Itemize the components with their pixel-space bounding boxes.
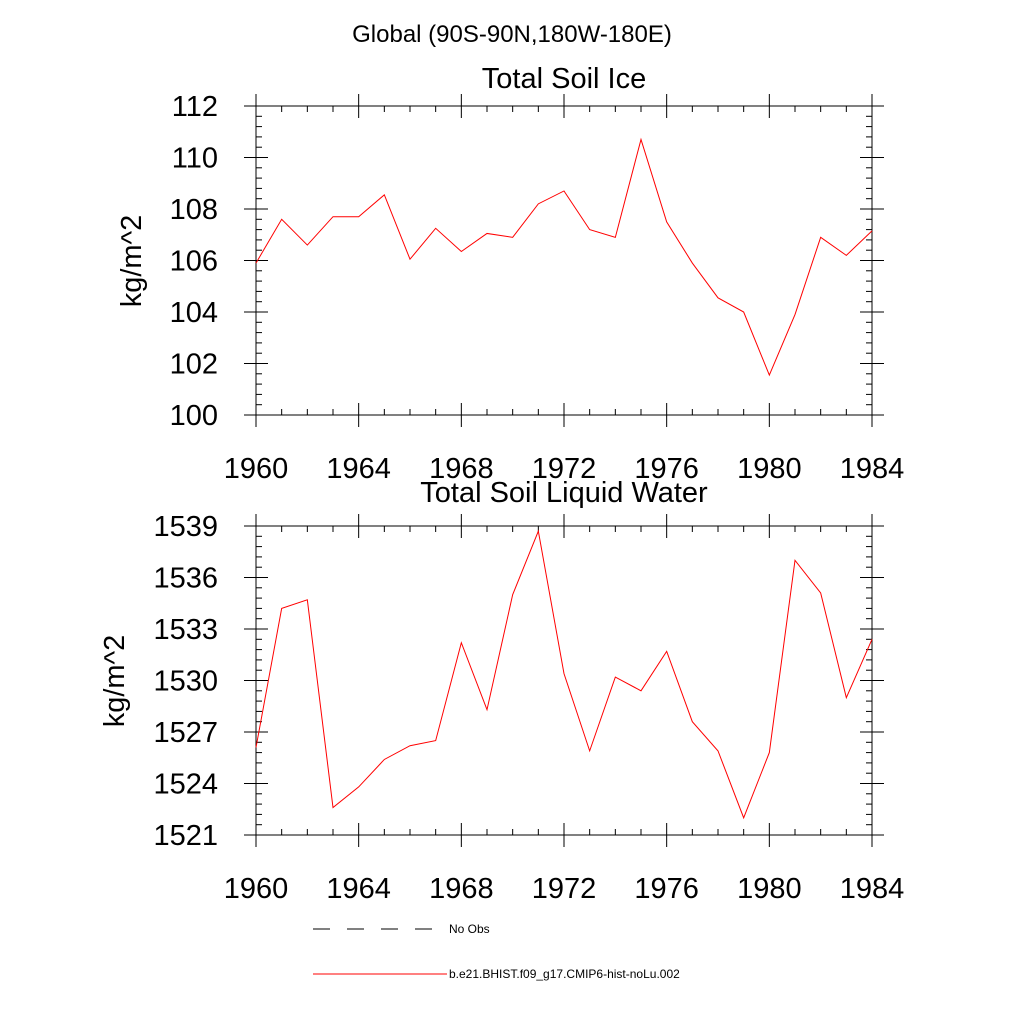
panel-total-soil-liquid-water: Total Soil Liquid Water kg/m^2 1960 1964 1…: [99, 477, 904, 905]
y-tick-label: 1539: [153, 511, 218, 543]
x-tick-label: 1968: [429, 873, 494, 905]
legend-label-no-obs: No Obs: [449, 922, 490, 936]
plot-frame: [255, 525, 873, 836]
y-tick-label: 1524: [153, 769, 218, 801]
x-tick-label: 1984: [840, 453, 905, 485]
chart-title: Total Soil Ice: [482, 63, 646, 95]
panel-total-soil-ice: Total Soil Ice kg/m^2 1960 1964 1968 1972 19…: [116, 63, 904, 485]
plot-frame: [255, 105, 873, 416]
y-tick-label: 100: [170, 400, 218, 432]
x-tick-label: 1980: [737, 453, 802, 485]
page-title: Global (90S-90N,180W-180E): [352, 21, 672, 48]
x-tick-label: 1976: [634, 453, 699, 485]
y-tick-label: 110: [172, 143, 218, 175]
series-line: [255, 529, 873, 820]
x-tick-label: 1972: [532, 453, 597, 485]
x-tick-label: 1960: [224, 873, 289, 905]
x-tick-label: 1980: [737, 873, 802, 905]
y-tick-label: 1536: [153, 563, 218, 595]
series-line: [255, 137, 873, 377]
x-tick-label: 1964: [326, 453, 391, 485]
x-tick-label: 1984: [840, 873, 905, 905]
y-tick-label: 112: [172, 91, 218, 123]
y-axis-label: kg/m^2: [116, 215, 148, 308]
x-tick-label: 1972: [532, 873, 597, 905]
y-tick-label: 1527: [153, 717, 218, 749]
y-tick-label: 1521: [153, 820, 218, 852]
y-axis-label: kg/m^2: [99, 635, 131, 728]
x-tick-label: 1964: [326, 873, 391, 905]
x-tick-label: 1968: [429, 453, 494, 485]
legend: No Obs b.e21.BHIST.f09_g17.CMIP6-hist-no…: [313, 922, 680, 981]
x-tick-label: 1960: [224, 453, 289, 485]
y-tick-label: 108: [170, 194, 218, 226]
x-tick-label: 1976: [634, 873, 699, 905]
y-tick-label: 106: [170, 246, 218, 278]
legend-label-model: b.e21.BHIST.f09_g17.CMIP6-hist-noLu.002: [449, 967, 680, 981]
y-tick-label: 1530: [153, 666, 218, 698]
y-tick-label: 102: [170, 349, 218, 381]
chart-title: Total Soil Liquid Water: [420, 477, 708, 509]
y-tick-label: 1533: [153, 614, 218, 646]
y-tick-label: 104: [170, 297, 218, 329]
